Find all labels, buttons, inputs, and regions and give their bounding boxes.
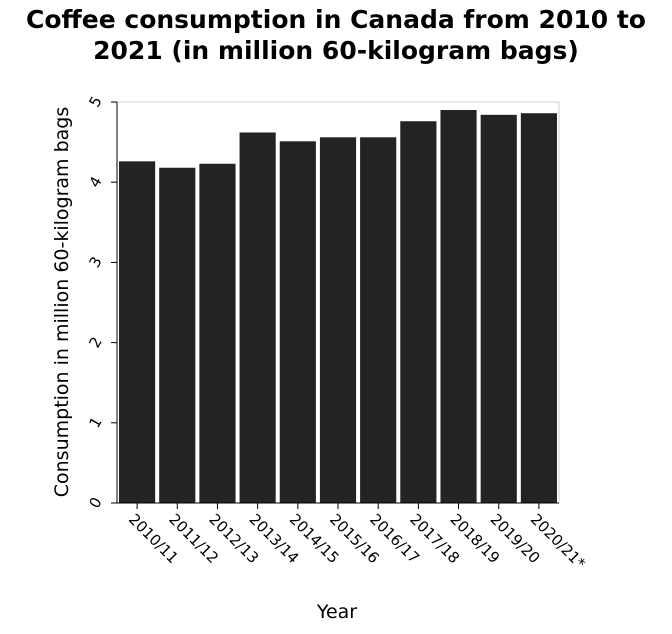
bar-2014-15: [279, 141, 316, 504]
chart-title: Coffee consumption in Canada from 2010 t…: [26, 5, 646, 65]
bar-2020-21-: [520, 113, 557, 503]
bar-2011-12: [159, 167, 196, 503]
y-tick-label: 1: [85, 414, 105, 431]
y-tick-label: 3: [85, 254, 105, 271]
x-axis: 2010/112011/122012/132013/142014/152015/…: [117, 502, 589, 573]
y-axis: 0 1 2 3 4 5: [85, 93, 118, 511]
bar-2018-19: [440, 110, 477, 504]
x-axis-label: Year: [316, 601, 357, 623]
y-tick-label: 2: [85, 334, 105, 351]
bar-2015-16: [319, 137, 357, 504]
bar-2016-17: [360, 137, 397, 504]
bar-2019-20: [480, 114, 517, 503]
y-tick-label: 0: [85, 494, 105, 511]
bar-2012-13: [199, 163, 236, 503]
bar-2013-14: [239, 132, 276, 504]
y-tick-label: 5: [85, 93, 105, 110]
y-tick-label: 4: [85, 173, 105, 190]
bars-group: [119, 110, 557, 504]
x-tick-label: 2020/21*: [527, 510, 589, 572]
bar-2010-11: [119, 161, 156, 503]
y-axis-label: Consumption in million 60-kilogram bags: [51, 107, 73, 498]
bar-2017-18: [400, 121, 437, 503]
